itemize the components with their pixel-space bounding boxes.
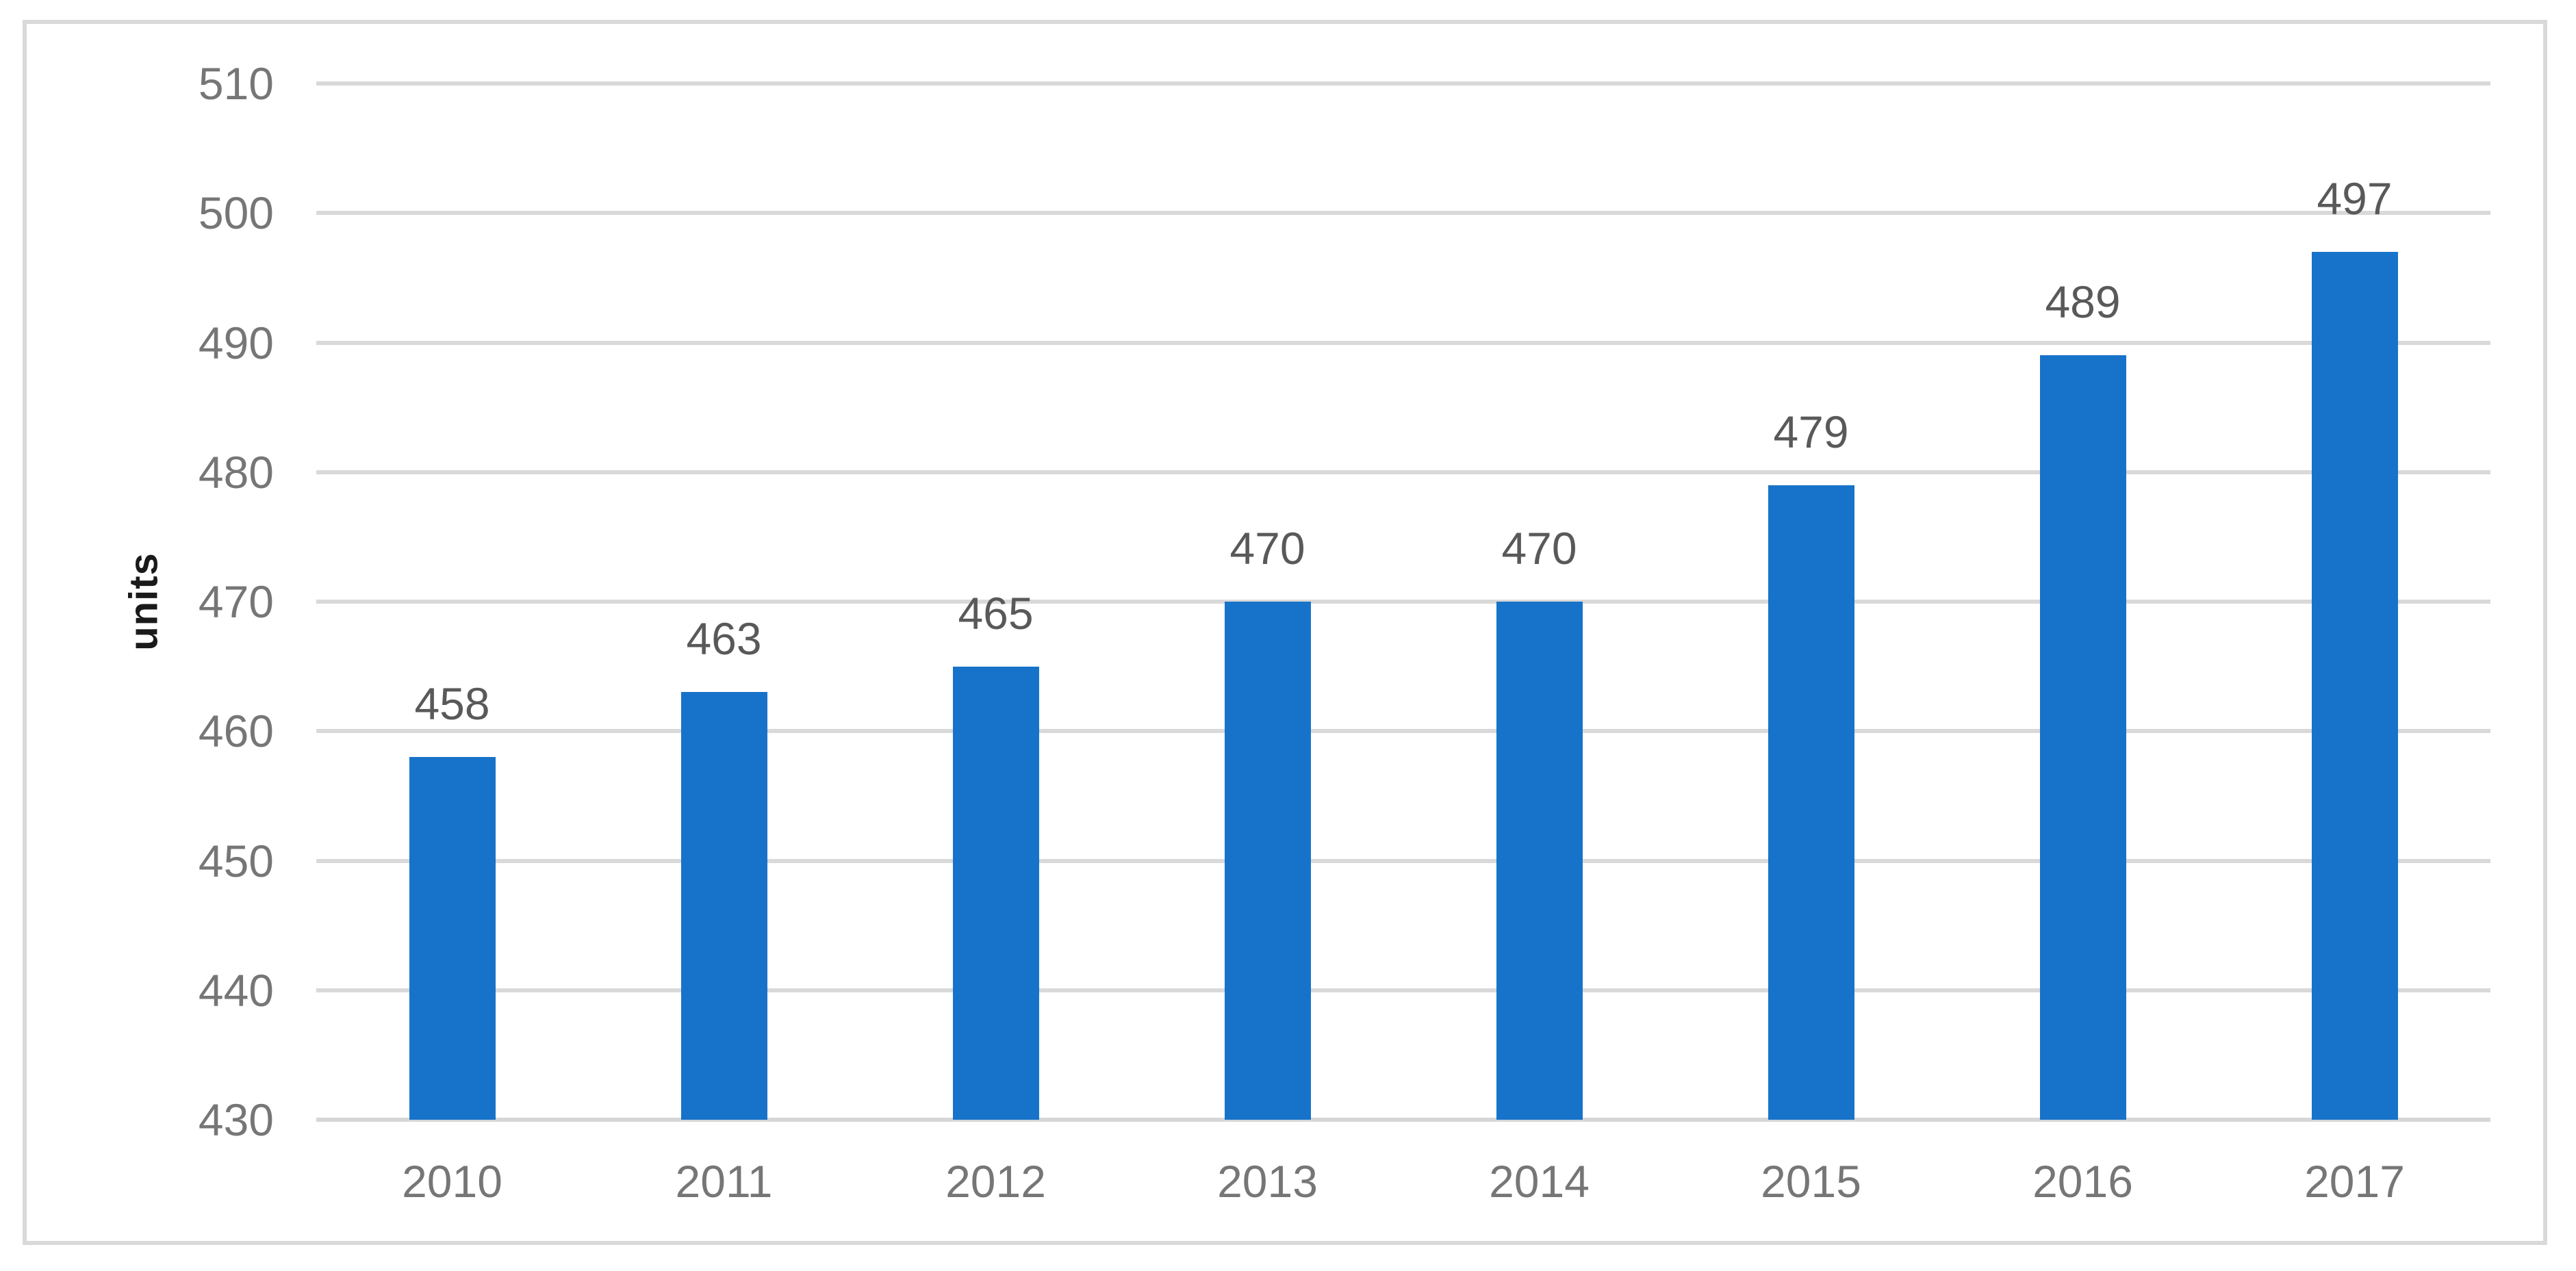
bar-2012 <box>952 666 1039 1120</box>
x-tick-label-2015: 2015 <box>1761 1156 1861 1207</box>
x-tick-label-2010: 2010 <box>402 1156 502 1207</box>
category-column-2012: 465 <box>860 84 1132 1120</box>
bar-2010 <box>409 757 496 1120</box>
category-column-2013: 470 <box>1132 84 1403 1120</box>
gridline-510 <box>316 81 2490 86</box>
bar-value-label-2016: 489 <box>2045 277 2121 328</box>
y-tick-label-480: 480 <box>198 446 274 498</box>
category-column-2014: 470 <box>1403 84 1675 1120</box>
bar-2011 <box>680 692 767 1120</box>
bar-value-label-2015: 479 <box>1773 406 1849 457</box>
y-tick-label-490: 490 <box>198 317 274 368</box>
x-tick-label-2011: 2011 <box>675 1156 773 1207</box>
x-axis-line <box>316 1118 2490 1122</box>
y-tick-label-510: 510 <box>198 58 274 109</box>
bar-2014 <box>1496 602 1583 1120</box>
gridline-490 <box>316 340 2490 345</box>
y-tick-label-460: 460 <box>198 706 274 757</box>
x-tick-label-2014: 2014 <box>1489 1156 1590 1207</box>
gridline-470 <box>316 600 2490 604</box>
x-tick-label-2012: 2012 <box>945 1156 1046 1207</box>
gridline-460 <box>316 729 2490 734</box>
y-tick-label-450: 450 <box>198 835 274 886</box>
bar-value-label-2011: 463 <box>686 613 762 665</box>
gridline-500 <box>316 211 2490 216</box>
y-tick-label-430: 430 <box>198 1094 274 1145</box>
category-column-2010: 458 <box>316 84 588 1120</box>
bar-value-label-2013: 470 <box>1229 523 1305 574</box>
gridline-450 <box>316 858 2490 863</box>
bar-2016 <box>2039 355 2126 1120</box>
x-tick-label-2017: 2017 <box>2304 1156 2405 1207</box>
x-tick-label-2016: 2016 <box>2032 1156 2133 1207</box>
plot-area: 458 463 465 470 470 479 489 497 <box>316 81 2490 1122</box>
category-column-2017: 497 <box>2219 84 2490 1120</box>
bar-2015 <box>1768 485 1854 1120</box>
y-tick-label-470: 470 <box>198 576 274 627</box>
category-column-2015: 479 <box>1675 84 1947 1120</box>
bar-2017 <box>2311 252 2398 1120</box>
y-tick-label-440: 440 <box>198 964 274 1016</box>
gridline-480 <box>316 470 2490 474</box>
category-column-2016: 489 <box>1947 84 2219 1120</box>
bar-value-label-2014: 470 <box>1501 523 1577 574</box>
bar-value-label-2010: 458 <box>414 678 490 730</box>
x-tick-label-2013: 2013 <box>1217 1156 1318 1207</box>
y-tick-label-500: 500 <box>198 188 274 239</box>
category-column-2011: 463 <box>588 84 860 1120</box>
gridline-440 <box>316 988 2490 992</box>
bar-value-label-2017: 497 <box>2317 173 2393 224</box>
bar-value-label-2012: 465 <box>958 587 1034 639</box>
bar-2013 <box>1224 602 1311 1120</box>
